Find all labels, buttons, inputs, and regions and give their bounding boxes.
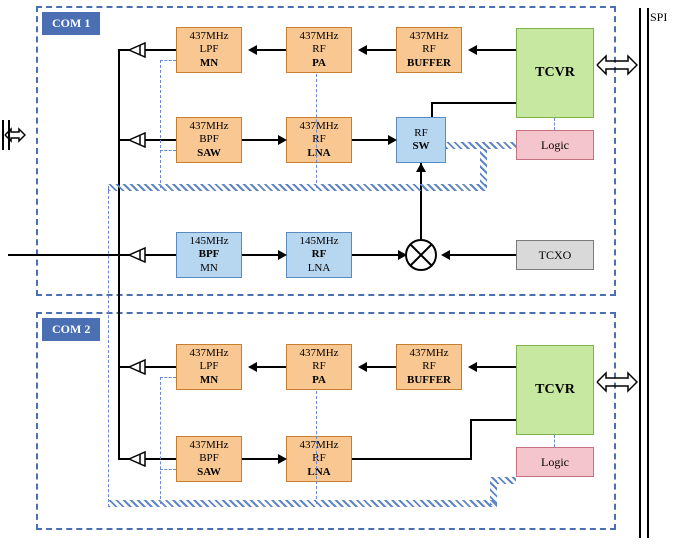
- com1-lna-l1: 437MHz: [299, 120, 338, 133]
- com1-buf-l1: 437MHz: [409, 30, 448, 43]
- hatch-line: [490, 477, 516, 484]
- com1-pa-l3: PA: [312, 57, 326, 70]
- com1-lna145: 145MHz RF LNA: [286, 232, 352, 278]
- com2-tcvr: TCVR: [516, 345, 594, 435]
- com2-buf: 437MHz RF BUFFER: [396, 344, 462, 390]
- spi-label: SPI: [650, 10, 667, 25]
- com1-lpf-l3: MN: [200, 57, 218, 70]
- ctrl-line: [316, 74, 317, 188]
- com1-pa-l2: RF: [312, 43, 325, 56]
- ctrl-line: [108, 186, 109, 507]
- diagram-canvas: SPI COM 1 437MHz LPF MN 437MHz RF PA 437…: [0, 0, 677, 546]
- hatch-line: [108, 184, 487, 191]
- ctrl-line: [160, 150, 176, 151]
- ctrl-line: [160, 469, 176, 470]
- biarrow-icon: [596, 370, 638, 394]
- triode-icon: [128, 247, 146, 263]
- com1-lna145-l2: RF: [312, 248, 327, 261]
- com1-lpf: 437MHz LPF MN: [176, 27, 242, 73]
- com2-logic: Logic: [516, 447, 594, 477]
- triode-icon: [128, 451, 146, 467]
- hatch-line: [480, 149, 487, 189]
- com1-tcvr-l3: TCVR: [535, 65, 575, 82]
- com2-bpf: 437MHz BPF SAW: [176, 436, 242, 482]
- com1-bpf145-l1: 145MHz: [189, 235, 228, 248]
- com2-lna: 437MHz RF LNA: [286, 436, 352, 482]
- triode-icon: [128, 359, 146, 375]
- com1-sw-l1: RF: [414, 127, 427, 140]
- spi-bus: [639, 8, 649, 538]
- com1-tcxo: TCXO: [516, 240, 594, 270]
- com2-lpf: 437MHz LPF MN: [176, 344, 242, 390]
- triode-icon: [128, 42, 146, 58]
- com1-lna: 437MHz RF LNA: [286, 117, 352, 163]
- com1-bpf145-l3: MN: [200, 262, 218, 275]
- com1-tcvr: TCVR: [516, 28, 594, 118]
- com1-sw: RF SW: [396, 117, 446, 163]
- com1-tcxo-l3: TCXO: [539, 248, 572, 262]
- mixer-icon: [404, 238, 438, 272]
- com1-lna145-l1: 145MHz: [299, 235, 338, 248]
- com1-pa: 437MHz RF PA: [286, 27, 352, 73]
- com1-lna145-l3: LNA: [308, 262, 331, 275]
- com1-sw-l3: SW: [412, 140, 429, 153]
- triode-icon: [128, 132, 146, 148]
- ctrl-line: [160, 60, 161, 188]
- com2-tag: COM 2: [42, 318, 100, 341]
- com1-bpf-l3: SAW: [197, 147, 221, 160]
- ctrl-line: [554, 118, 555, 130]
- ctrl-line: [554, 435, 555, 447]
- ctrl-line: [160, 60, 176, 61]
- ctrl-line: [160, 377, 161, 504]
- hatch-line: [446, 142, 516, 149]
- com1-lna-l2: RF: [312, 133, 325, 146]
- com1-tag: COM 1: [42, 12, 100, 35]
- com1-bpf-l1: 437MHz: [189, 120, 228, 133]
- com1-buf-l3: BUFFER: [407, 57, 451, 70]
- ctrl-line: [316, 391, 317, 504]
- com1-logic-l3: Logic: [541, 138, 569, 152]
- com1-logic: Logic: [516, 130, 594, 160]
- com1-buf: 437MHz RF BUFFER: [396, 27, 462, 73]
- biarrow-icon: [4, 125, 26, 145]
- com1-lpf-l1: 437MHz: [189, 30, 228, 43]
- ctrl-line: [160, 377, 176, 378]
- com1-bpf: 437MHz BPF SAW: [176, 117, 242, 163]
- com2-pa: 437MHz RF PA: [286, 344, 352, 390]
- com1-bpf-l2: BPF: [199, 133, 219, 146]
- com1-bpf145: 145MHz BPF MN: [176, 232, 242, 278]
- com1-pa-l1: 437MHz: [299, 30, 338, 43]
- com1-buf-l2: RF: [422, 43, 435, 56]
- com1-bpf145-l2: BPF: [199, 248, 220, 261]
- biarrow-icon: [596, 53, 638, 77]
- com1-lna-l3: LNA: [307, 147, 330, 160]
- com1-lpf-l2: LPF: [200, 43, 219, 56]
- hatch-line: [108, 500, 497, 507]
